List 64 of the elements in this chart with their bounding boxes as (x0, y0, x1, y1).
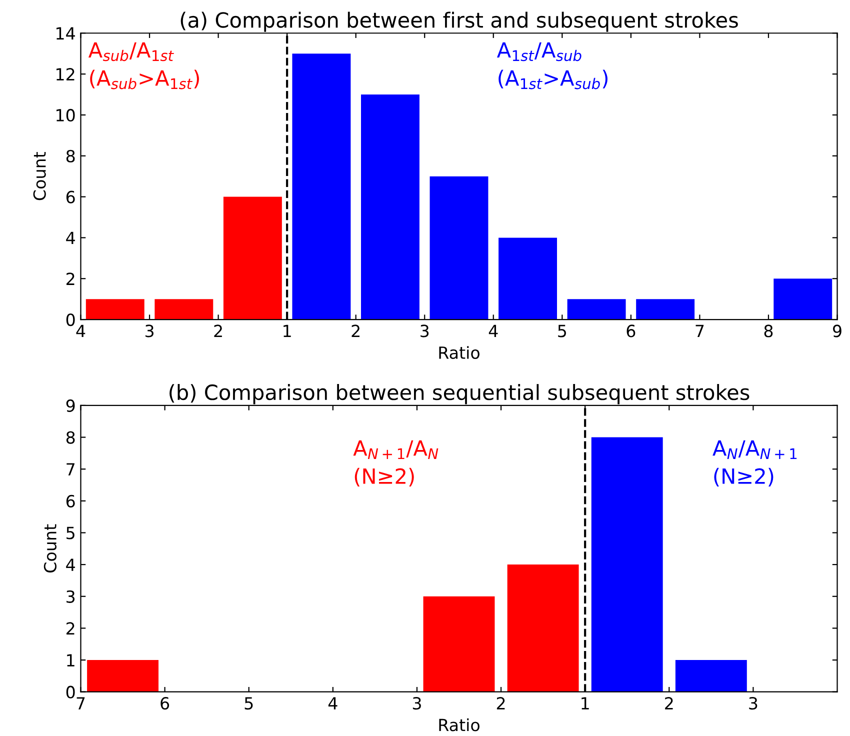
bar (498, 238, 557, 320)
bar (636, 299, 695, 320)
bar (292, 54, 351, 320)
text: A$_{N}$/A$_{N+1}$ (N≥2) (712, 440, 797, 486)
y-tick-label: 1 (67, 654, 74, 666)
y-tick-label: 12 (56, 68, 74, 80)
y-tick-label: 2 (66, 622, 74, 635)
text: 5 (244, 697, 253, 710)
text: 7 (76, 697, 85, 710)
y-tick-label: 4 (66, 232, 75, 244)
y-tick-label: 3 (66, 590, 75, 603)
bar (154, 299, 214, 320)
bar (507, 564, 579, 692)
y-tick-label: 7 (66, 463, 74, 476)
text: 4 (76, 324, 86, 338)
text: 3 (412, 696, 421, 710)
chart-title: (a) Comparison between first and subsequent strokes (180, 12, 738, 32)
bar (86, 299, 144, 320)
text: 5 (558, 324, 566, 338)
y-tick-label: 8 (66, 431, 75, 444)
text: 1 (284, 324, 291, 338)
y-tick-label: 6 (66, 190, 75, 204)
text: 6 (626, 324, 636, 338)
y-axis-title: Count (44, 524, 56, 572)
text: A$_{1st}$/A$_{sub}$ (A$_{1st}$>A$_{sub}$) (496, 42, 608, 90)
bar (223, 196, 282, 320)
text: A$_{sub}$/A$_{1st}$ (A$_{sub}$>A$_{1st}$) (88, 42, 199, 90)
bar (361, 94, 420, 320)
text: 7 (696, 324, 704, 338)
x-axis-title: Ratio (439, 718, 480, 732)
y-axis-title: Count (33, 152, 46, 200)
y-tick-label: 4 (66, 558, 75, 571)
bar (567, 299, 626, 320)
y-tick-label: 6 (66, 494, 75, 508)
text: 2 (665, 696, 673, 710)
bar (591, 437, 663, 692)
text: 2 (214, 324, 222, 338)
y-tick-label: 2 (66, 272, 74, 285)
bar (423, 596, 495, 692)
y-tick-label: 0 (66, 686, 75, 698)
text: 3 (749, 696, 758, 710)
text: 1 (582, 697, 589, 710)
bar (774, 278, 832, 320)
text: 2 (496, 696, 505, 710)
y-tick-label: 14 (56, 27, 75, 40)
y-tick-label: 8 (66, 150, 75, 162)
text: 6 (160, 696, 170, 710)
y-tick-label: 5 (66, 526, 74, 540)
bar (87, 660, 158, 692)
text: 3 (420, 324, 429, 338)
text: 4 (488, 324, 498, 338)
text: 3 (145, 324, 154, 338)
bar (430, 176, 488, 320)
chart-title: (b) Comparison between sequential subsequent strokes (170, 384, 750, 404)
text: 9 (832, 324, 842, 338)
y-tick-label: 10 (56, 108, 75, 122)
text: 4 (328, 697, 338, 710)
x-axis-title: Ratio (439, 346, 480, 359)
bar (675, 660, 747, 692)
text: 2 (352, 324, 360, 338)
text: A$_{N+1}$/A$_{N}$ (N≥2) (353, 440, 438, 486)
y-tick-label: 9 (66, 399, 75, 412)
text: 8 (764, 324, 773, 338)
y-tick-label: 0 (66, 313, 75, 326)
